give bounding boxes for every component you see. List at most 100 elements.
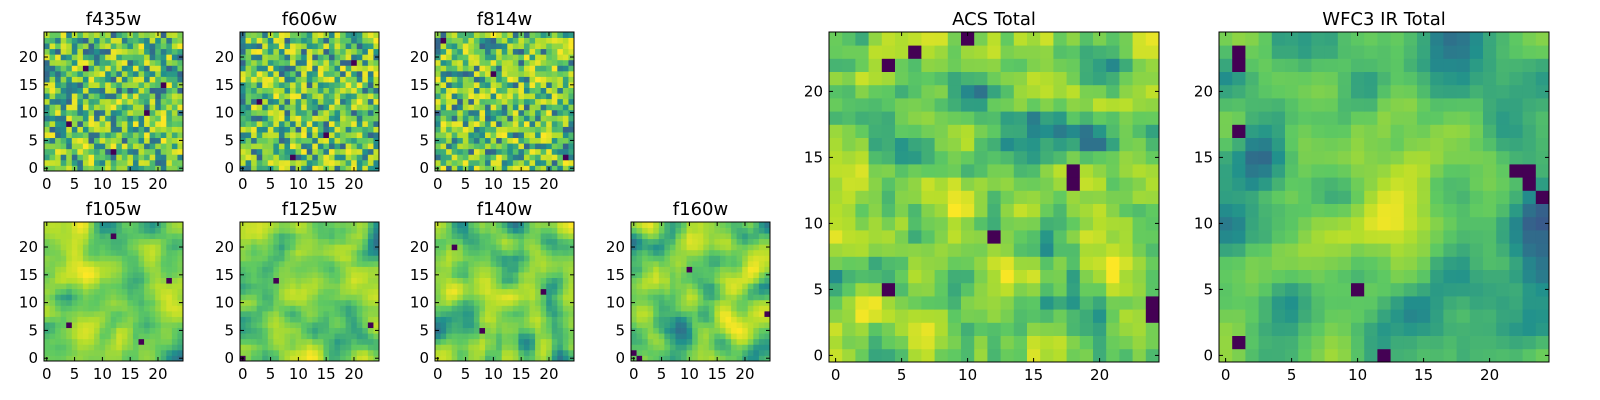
y-tick-label: 20 (410, 238, 429, 256)
y-tick-label: 5 (28, 321, 38, 339)
axes-frame (434, 31, 575, 172)
heatmap-cells-f606w (240, 32, 380, 172)
y-tick-label: 10 (19, 294, 38, 312)
y-tick-label: 0 (615, 349, 625, 367)
heatmap-cells-f105w (44, 222, 184, 362)
axes-frame (1218, 31, 1550, 363)
x-tick-label: 10 (958, 366, 977, 384)
y-tick-label: 15 (19, 76, 38, 94)
x-tick-label: 10 (484, 175, 503, 193)
x-tick-label: 5 (70, 175, 80, 193)
heatmap-cells-f160w (631, 222, 771, 362)
heatmap-cells-f435w (44, 32, 184, 172)
panel-wfc3-ir-total: WFC3 IR Total 0 5 10 15 20 0 5 10 15 20 (1194, 9, 1550, 384)
x-tick-label: 20 (539, 175, 558, 193)
y-tick-label: 20 (606, 238, 625, 256)
axes-frame (434, 221, 575, 362)
y-tick-label: 20 (215, 238, 234, 256)
y-tick-label: 0 (28, 349, 38, 367)
y-tick-label: 15 (1194, 148, 1213, 166)
x-tick-label: 5 (461, 365, 471, 383)
heatmap-cells-f125w (240, 222, 380, 362)
x-tick-label: 15 (121, 365, 140, 383)
y-tick-label: 5 (1203, 280, 1213, 298)
x-tick-label: 20 (148, 365, 167, 383)
x-tick-label: 15 (512, 365, 531, 383)
axes-frame (828, 31, 1160, 363)
y-tick-label: 10 (804, 214, 823, 232)
y-tick-label: 10 (606, 294, 625, 312)
x-tick-label: 5 (70, 365, 80, 383)
y-tick-label: 20 (19, 48, 38, 66)
x-tick-label: 20 (1090, 366, 1109, 384)
y-tick-label: 5 (813, 280, 823, 298)
y-tick-label: 0 (419, 159, 429, 177)
heatmap-cells-acs-total (829, 32, 1160, 363)
y-tick-label: 20 (19, 238, 38, 256)
x-tick-label: 15 (1024, 366, 1043, 384)
y-tick-label: 20 (1194, 82, 1213, 100)
y-tick-label: 15 (410, 76, 429, 94)
y-tick-label: 0 (1203, 346, 1213, 364)
x-tick-label: 20 (148, 175, 167, 193)
x-tick-label: 15 (708, 365, 727, 383)
x-tick-label: 5 (266, 365, 276, 383)
y-tick-label: 20 (215, 48, 234, 66)
x-tick-label: 10 (289, 365, 308, 383)
x-tick-label: 20 (344, 365, 363, 383)
panel-acs-total: ACS Total 0 5 10 15 20 0 5 10 15 20 (804, 9, 1160, 384)
panel-title: f125w (282, 199, 337, 220)
x-tick-label: 15 (317, 175, 336, 193)
y-tick-label: 10 (215, 294, 234, 312)
y-tick-label: 10 (410, 294, 429, 312)
x-tick-label: 10 (289, 175, 308, 193)
y-tick-label: 10 (1194, 214, 1213, 232)
x-tick-label: 20 (735, 365, 754, 383)
x-tick-label: 0 (433, 365, 443, 383)
axes-frame (239, 221, 380, 362)
y-tick-label: 0 (224, 159, 234, 177)
x-tick-label: 0 (42, 175, 52, 193)
panel-title: f814w (477, 9, 532, 30)
y-tick-label: 0 (224, 349, 234, 367)
y-tick-label: 5 (615, 321, 625, 339)
x-tick-label: 0 (433, 175, 443, 193)
y-tick-label: 5 (224, 131, 234, 149)
y-tick-label: 20 (804, 82, 823, 100)
y-tick-label: 0 (419, 349, 429, 367)
y-tick-label: 10 (19, 104, 38, 122)
x-tick-label: 5 (1287, 366, 1297, 384)
x-tick-label: 0 (629, 365, 639, 383)
x-tick-label: 10 (93, 175, 112, 193)
x-tick-label: 5 (657, 365, 667, 383)
x-tick-label: 0 (238, 365, 248, 383)
x-tick-label: 5 (266, 175, 276, 193)
y-tick-label: 15 (804, 148, 823, 166)
y-tick-label: 10 (215, 104, 234, 122)
x-tick-label: 15 (512, 175, 531, 193)
y-tick-label: 5 (419, 131, 429, 149)
heatmap-cells-f140w (435, 222, 575, 362)
panel-title: f140w (477, 199, 532, 220)
y-tick-label: 15 (410, 266, 429, 284)
x-tick-label: 5 (461, 175, 471, 193)
y-tick-label: 0 (813, 346, 823, 364)
heatmap-cells-wfc3-ir-total (1219, 32, 1550, 363)
panel-title: ACS Total (952, 9, 1036, 30)
y-tick-label: 15 (606, 266, 625, 284)
x-tick-label: 10 (93, 365, 112, 383)
x-tick-label: 0 (238, 175, 248, 193)
y-tick-label: 15 (215, 266, 234, 284)
axes-frame (43, 31, 184, 172)
panel-title: f105w (86, 199, 141, 220)
heatmap-cells-f814w (435, 32, 575, 172)
y-tick-label: 15 (215, 76, 234, 94)
x-tick-label: 5 (897, 366, 907, 384)
y-tick-label: 5 (224, 321, 234, 339)
